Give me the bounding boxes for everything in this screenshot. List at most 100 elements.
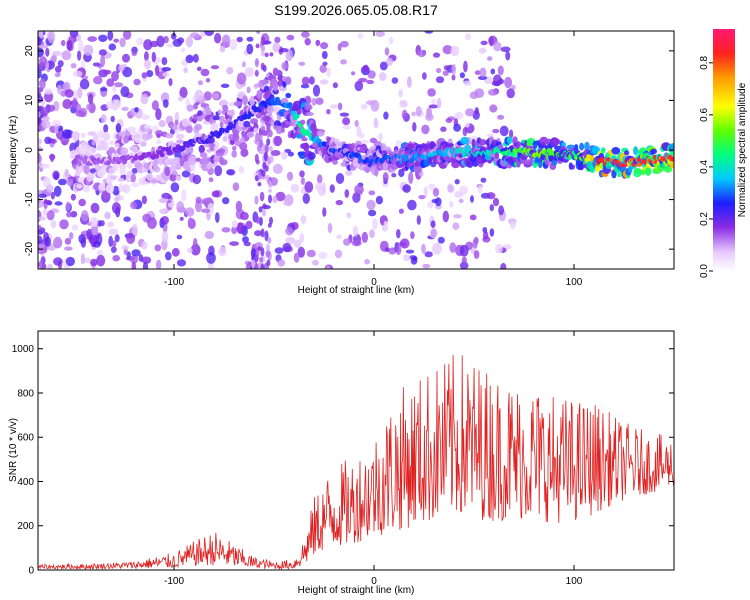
spectrogram-cell: [185, 36, 193, 48]
spectrogram-cell: [304, 103, 312, 111]
spectrogram-cell: [243, 241, 251, 247]
spectrogram-cell: [140, 141, 147, 147]
spectrogram-cell: [296, 108, 302, 115]
spectrogram-cell: [311, 97, 317, 106]
spectrogram-cell: [91, 148, 97, 153]
spectrogram-y-tick-label: 10: [24, 94, 35, 106]
spectrogram-cell: [297, 246, 305, 258]
spectrogram-cell: [38, 244, 46, 249]
spectrogram-cell: [268, 129, 273, 138]
spectrogram-cell: [388, 247, 397, 255]
spectrogram-cell: [242, 212, 249, 221]
spectrogram-cell: [162, 72, 170, 77]
spectrogram-cell: [487, 159, 493, 164]
spectrogram-cell: [584, 141, 590, 152]
spectrogram-cell: [78, 40, 84, 53]
spectrogram-cell: [322, 61, 328, 66]
spectrogram-cell: [38, 68, 42, 79]
spectrogram-cell: [453, 214, 462, 219]
spectrogram-cell: [159, 208, 166, 214]
spectrogram-cell: [66, 39, 73, 51]
spectrogram-cell: [464, 122, 470, 128]
snr-x-tick-label: 0: [371, 576, 377, 587]
spectrogram-cell: [491, 80, 501, 86]
spectrogram-cell: [231, 150, 237, 158]
spectrogram-cell: [181, 145, 187, 151]
spectrogram-cell: [210, 65, 220, 70]
spectrogram-cell: [41, 120, 51, 129]
spectrogram-cell: [222, 104, 229, 112]
spectrogram-cell: [267, 222, 272, 228]
spectrogram-cell: [172, 125, 178, 131]
spectrogram-cell: [304, 95, 312, 105]
spectrogram-cell: [104, 141, 109, 148]
spectrogram-cell: [143, 59, 152, 70]
spectrogram-cell: [332, 159, 338, 165]
spectrogram-cell: [154, 244, 162, 252]
spectrogram-cell: [104, 211, 111, 220]
spectrogram-cell: [509, 220, 516, 230]
spectrogram-cell: [402, 184, 411, 193]
spectrogram-cell: [226, 66, 234, 75]
spectrogram-cell: [425, 113, 434, 121]
spectrogram-cell: [465, 108, 475, 117]
spectrogram-cell: [230, 109, 235, 118]
spectrogram-cell: [299, 119, 306, 125]
spectrogram-cell: [177, 96, 184, 102]
spectrogram-cell: [399, 101, 408, 108]
spectrogram-cell: [480, 40, 488, 46]
spectrogram-cell: [295, 134, 303, 139]
spectrogram-cell: [130, 173, 137, 183]
spectrogram-cell: [122, 66, 133, 78]
spectrogram-cell: [384, 247, 390, 252]
spectrogram-cell: [144, 51, 149, 62]
spectrogram-cell: [77, 87, 83, 99]
spectrogram-cell: [266, 138, 271, 146]
spectrogram-cell: [158, 120, 166, 128]
figure-title: S199.2026.065.05.08.R17: [274, 2, 438, 18]
spectrogram-cell: [80, 132, 86, 138]
spectrogram-cell: [329, 104, 339, 109]
spectrogram-cell: [358, 132, 365, 139]
spectrogram-cell: [325, 265, 331, 269]
spectrogram-cell: [259, 139, 263, 148]
spectrogram-cell: [321, 181, 326, 193]
spectrogram-cell: [463, 60, 468, 73]
spectrogram-cell: [291, 110, 297, 116]
spectrogram-cell: [277, 259, 286, 267]
spectrogram-cell: [479, 138, 486, 146]
spectrogram-cell: [42, 209, 48, 216]
spectrogram-cell: [170, 32, 177, 40]
spectrogram-cell: [444, 161, 449, 166]
spectrogram-cell: [187, 217, 193, 226]
spectrogram-cell: [364, 258, 370, 265]
spectrogram-cell: [290, 183, 300, 193]
spectrogram-cell: [144, 124, 152, 130]
spectrogram-cell: [201, 198, 212, 203]
spectrogram-cell: [114, 142, 120, 148]
spectrogram-cell: [98, 49, 107, 56]
spectrogram-cell: [38, 138, 43, 145]
spectrogram-cell: [617, 172, 622, 178]
spectrogram-cell: [492, 197, 500, 207]
spectrogram-cell: [44, 236, 51, 247]
spectrogram-cell: [118, 182, 124, 193]
spectrogram-cell: [214, 165, 223, 177]
spectrogram-cell: [96, 249, 104, 256]
spectrogram-cell: [494, 152, 500, 159]
spectrogram-cell: [446, 143, 455, 148]
colorbar-tick-label: 0.4: [699, 160, 710, 174]
spectrogram-cell: [93, 76, 103, 85]
spectrogram-cell: [301, 31, 310, 38]
spectrogram-cell: [497, 65, 504, 76]
spectrogram-cell: [332, 82, 338, 89]
spectrogram-cell: [274, 247, 284, 254]
spectrogram-cell: [110, 246, 117, 254]
spectrogram-cell: [669, 162, 674, 169]
spectrogram-cell: [298, 61, 306, 66]
spectrogram-cell: [66, 211, 73, 218]
spectrogram-cell: [112, 240, 117, 248]
colorbar: 0.0 0.2 0.4 0.6 0.8 Normalized spectral ampl…: [699, 29, 748, 278]
spectrogram-cell: [262, 209, 266, 217]
spectrogram-cell: [353, 225, 358, 237]
